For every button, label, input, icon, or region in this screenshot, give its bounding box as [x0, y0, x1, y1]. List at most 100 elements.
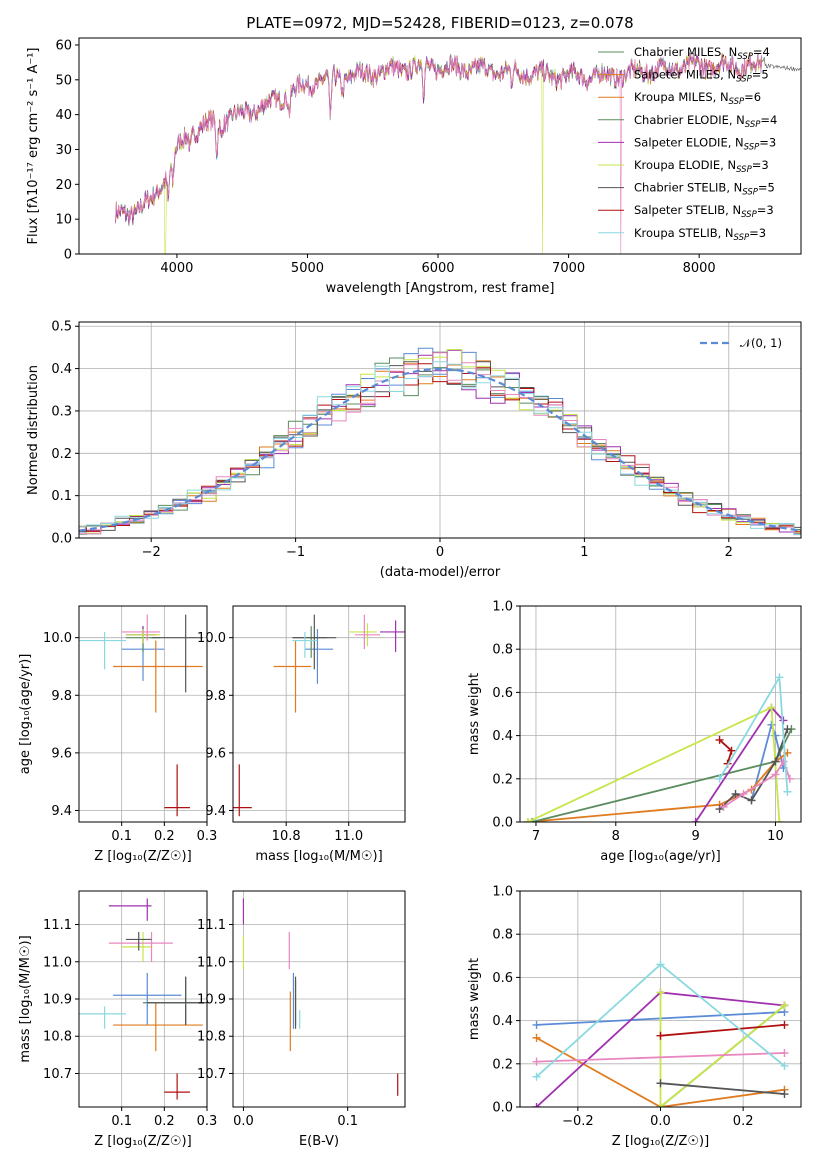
errorbar-point [292, 631, 318, 658]
x-tick-label: 0.2 [154, 829, 175, 844]
legend-entry: Kroupa ELODIE, NSSP=3 [634, 158, 769, 175]
weight-point-marker [780, 1061, 789, 1070]
y-tick-label: 0.4 [492, 1014, 513, 1029]
errorbar-point [121, 931, 152, 962]
weight-point-marker [532, 1103, 541, 1107]
y-tick-label: 10.8 [43, 1030, 72, 1045]
y-tick-label: 0.6 [492, 686, 513, 701]
legend-entry: Salpeter MILES, NSSP=5 [634, 68, 769, 85]
y-tick-label: 10.9 [43, 993, 72, 1008]
y-tick-label: 0.4 [492, 729, 513, 744]
errorbar-point [164, 764, 190, 817]
weight-series-line [527, 706, 781, 822]
weight-point-marker [656, 988, 665, 997]
x-tick-label: −0.2 [562, 1114, 594, 1129]
x-axis-label: (data-model)/error [380, 565, 501, 580]
errorbar-point [113, 1002, 203, 1052]
y-axis-label: age [log₁₀(age/yr)] [18, 654, 33, 775]
axes-frame [232, 605, 406, 823]
y-tick-label: 9.8 [205, 689, 226, 704]
errorbar-point [143, 976, 203, 1026]
panels: 4000 5000 6000 7000 80000102030405060wavelen… [18, 37, 802, 1149]
weight-point-marker [780, 1049, 789, 1057]
plot-area [79, 347, 801, 536]
x-axis-label: wavelength [Angstrom, rest frame] [326, 281, 555, 296]
weight-point-marker [727, 746, 736, 755]
y-tick-label: 40 [55, 108, 72, 123]
y-tick-label: 10.0 [43, 631, 72, 646]
weight-point-marker [715, 774, 724, 783]
y-tick-label: 9.6 [205, 746, 226, 761]
errorbar-point [113, 640, 203, 713]
panel-age_vs_mass: 10.8 11.0 9.4 9.6 9.8 10.0 mass [log₁₀(M/M☉)] [197, 605, 406, 864]
y-tick-label: 60 [55, 38, 72, 53]
y-tick-label: 30 [55, 143, 72, 158]
errorbar-point [354, 614, 380, 650]
y-tick-label: 10.9 [197, 993, 226, 1008]
x-tick-label: 0.1 [337, 1114, 358, 1129]
legend-entry: Kroupa STELIB, NSSP=3 [634, 226, 766, 243]
panel-spectrum: 4000 5000 6000 7000 8000 0 10 20 30 40 50 60 wavelen… [26, 37, 802, 296]
weight-point-marker [775, 818, 784, 822]
weight-point-marker [532, 1033, 541, 1042]
panel-mass_vs_EBV: 0.0 0.1 10.7 10.8 10.9 11.0 11.1 E(B-V) [197, 890, 406, 1149]
x-tick-label: 10.8 [272, 829, 301, 844]
x-tick-label: 0 [436, 545, 444, 560]
errorbar-point [273, 640, 312, 713]
y-tick-label: 0.2 [492, 1057, 513, 1072]
figure-title: PLATE=0972, MJD=52428, FIBERID=0123, z=0… [246, 14, 633, 32]
errorbar-point [113, 972, 182, 1026]
y-tick-label: 0.8 [492, 643, 513, 658]
plot-area [532, 960, 789, 1107]
x-tick-label: 5000 [291, 261, 324, 276]
errorbar-point [379, 620, 405, 653]
panel-residuals: −2 −1 0 1 2 0.0 0.1 0.2 0.3 0.4 0.5 (data-model)/er… [26, 320, 802, 580]
y-tick-label: 9.6 [51, 746, 72, 761]
y-tick-label: 10 [55, 213, 72, 228]
y-tick-label: 0.8 [492, 928, 513, 943]
x-tick-label: 0.2 [733, 1114, 754, 1129]
weight-series-line [660, 1082, 785, 1095]
x-tick-label: 0.1 [111, 829, 132, 844]
panel-weight_vs_age: 7 8 9 10 0.0 0.2 0.4 0.6 0.8 1.0 age [log₁₀(age/yr… [467, 600, 802, 864]
errorbar-point [292, 626, 327, 658]
y-tick-label: 10.0 [197, 631, 226, 646]
panel-weight_vs_Z: −0.2 0.0 0.2 0.0 0.2 0.4 0.6 0.8 1.0 Z [log₁₀(Z/Z… [467, 885, 802, 1149]
errorbar-point [233, 764, 252, 817]
errorbar-point [164, 1073, 190, 1100]
y-tick-label: 9.4 [205, 804, 226, 819]
weight-series-line [659, 992, 786, 1107]
legend-entry: Salpeter ELODIE, NSSP=3 [634, 135, 776, 152]
weight-point-marker [656, 1031, 665, 1040]
errorbar-point [125, 931, 152, 951]
spectrum-legend: Chabrier MILES, NSSP=4 Salpeter MILES, NS… [598, 45, 777, 243]
weight-point-marker [532, 1057, 541, 1066]
x-tick-label: 7 [532, 829, 540, 844]
y-tick-label: 0.5 [51, 320, 72, 335]
x-tick-label: −1 [286, 545, 305, 560]
y-axis-label: mass [log₁₀(M/M☉)] [18, 935, 33, 1062]
x-axis-label: E(B-V) [299, 1134, 339, 1149]
y-tick-label: 10.7 [197, 1067, 226, 1082]
y-tick-label: 0.6 [492, 971, 513, 986]
y-tick-label: 0.4 [51, 362, 72, 377]
residual-histogram [79, 349, 801, 534]
weight-point-marker [715, 735, 724, 744]
weight-point-marker [780, 1090, 789, 1099]
weight-point-marker [739, 789, 748, 798]
weight-point-marker [532, 1072, 541, 1081]
y-tick-label: 9.8 [51, 689, 72, 704]
x-tick-label: 11.0 [334, 829, 363, 844]
y-tick-label: 11.0 [43, 955, 72, 970]
residual-histogram [79, 349, 801, 535]
legend-entry: Kroupa MILES, NSSP=6 [634, 90, 761, 107]
x-tick-label: 0.0 [233, 1114, 254, 1129]
plot-area [115, 51, 801, 254]
weight-point-marker [691, 818, 700, 822]
errorbar-point [121, 614, 161, 641]
y-tick-label: 0.0 [492, 816, 513, 831]
weight-point-marker [656, 960, 665, 969]
x-axis-label: age [log₁₀(age/yr)] [600, 849, 721, 864]
axes-frame [78, 37, 802, 255]
